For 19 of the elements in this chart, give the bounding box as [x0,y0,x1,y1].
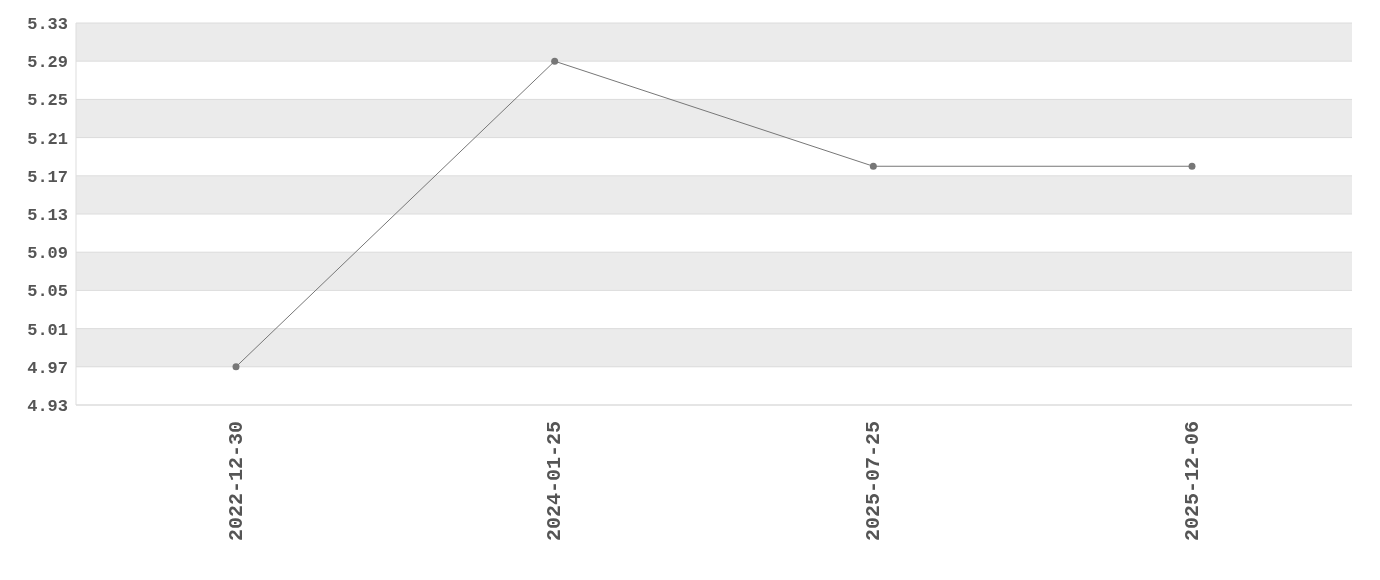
y-tick-label: 4.93 [27,397,68,417]
y-tick-label: 4.97 [27,358,68,378]
point [551,57,559,65]
y-tick-label: 5.09 [27,244,68,264]
point [869,162,877,170]
x-tick-label: 2022-12-30 [224,421,248,542]
y-tick-label: 5.25 [27,91,68,111]
point [1188,162,1196,170]
y-tick-label: 5.29 [27,53,68,73]
y-tick-label: 5.33 [27,15,68,35]
x-tick-label: 2025-07-25 [861,421,885,542]
y-tick-label: 5.17 [27,167,68,187]
y-tick-label: 5.05 [27,282,68,302]
x-tick-label: 2025-12-06 [1180,421,1204,542]
y-tick-label: 5.01 [27,320,68,340]
y-tick-label: 5.21 [27,129,68,149]
point [232,363,240,371]
y-tick-label: 5.13 [27,206,68,226]
x-tick-label: 2024-01-25 [543,421,567,542]
